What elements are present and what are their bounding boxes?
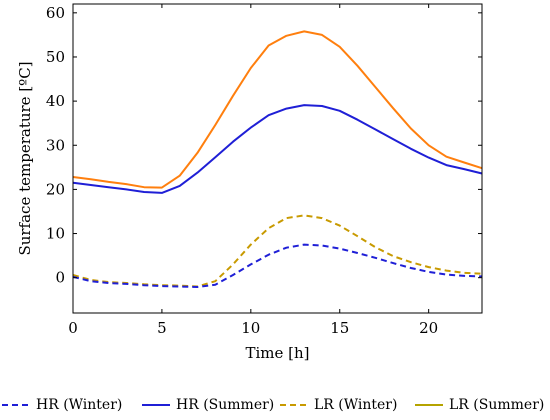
x-tick-label: 10 xyxy=(241,319,260,337)
axis-ticks-group: 0 5 10 15 20 0 10 20 30 40 50 60 xyxy=(46,4,482,337)
plot-lines-group xyxy=(72,30,483,288)
y-tick-label: 60 xyxy=(46,4,65,22)
plot-frame xyxy=(72,3,483,314)
legend-label: HR (Winter) xyxy=(36,397,122,413)
legend: HR (Winter) HR (Summer) LR (Winter) LR (Sum… xyxy=(2,397,544,413)
series-line-hr-winter xyxy=(72,243,483,288)
legend-label: LR (Summer) xyxy=(449,397,544,413)
x-tick-label: 5 xyxy=(157,319,167,337)
legend-label: LR (Winter) xyxy=(314,397,397,413)
x-tick-label: 15 xyxy=(330,319,349,337)
y-tick-label: 0 xyxy=(55,269,65,287)
y-tick-label: 40 xyxy=(46,92,65,110)
y-axis-label: Surface temperature [ºC] xyxy=(16,61,34,255)
x-tick-label: 20 xyxy=(419,319,438,337)
y-tick-label: 10 xyxy=(46,225,65,243)
series-line-lr-summer xyxy=(72,30,483,189)
y-tick-label: 20 xyxy=(46,180,65,198)
legend-label: HR (Summer) xyxy=(176,397,274,413)
x-tick-label: 0 xyxy=(68,319,78,337)
series-line-hr-summer xyxy=(72,104,483,194)
y-tick-label: 30 xyxy=(46,136,65,154)
x-axis-label: Time [h] xyxy=(245,344,309,362)
y-tick-label: 50 xyxy=(46,48,65,66)
